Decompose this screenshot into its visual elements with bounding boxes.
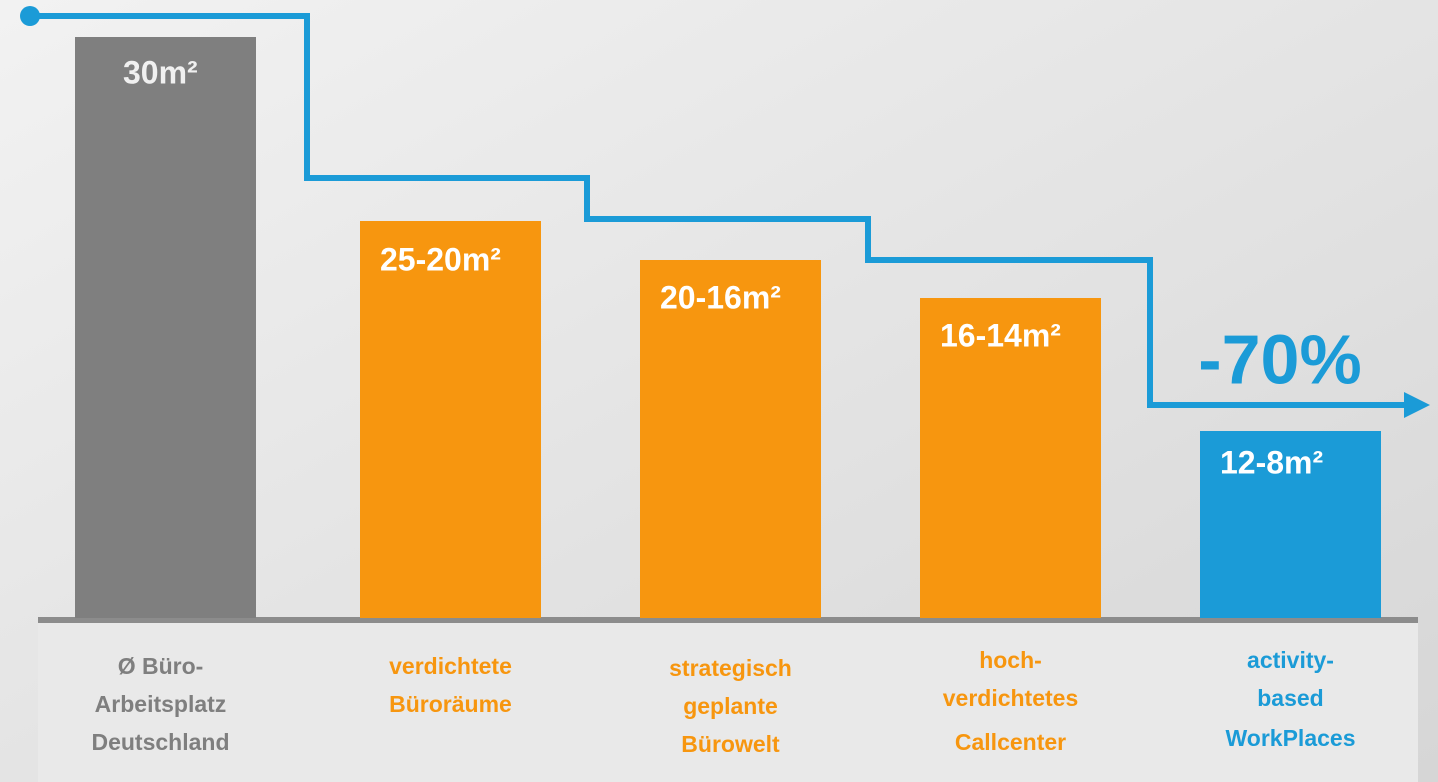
category-label: Callcenter <box>955 729 1066 755</box>
category-label: geplante <box>683 693 778 719</box>
bar <box>360 221 541 618</box>
diagram: 30m² Ø Büro- Arbeitsplatz Deutschland 25-20m… <box>0 0 1438 782</box>
category-label: hoch- <box>979 647 1042 673</box>
category-label: Büroräume <box>389 691 512 717</box>
trend-start <box>20 6 40 26</box>
category-label: WorkPlaces <box>1226 725 1356 751</box>
category-label: based <box>1257 685 1323 711</box>
category-label: activity- <box>1247 647 1334 673</box>
category-label: verdichtetes <box>943 685 1079 711</box>
bar-label: 25-20m² <box>380 241 501 277</box>
category-label: strategisch <box>669 655 792 681</box>
category-label: Ø Büro- <box>118 653 204 679</box>
category-label: Arbeitsplatz <box>95 691 227 717</box>
reduction-annotation: -70% <box>1198 320 1361 398</box>
bar-label: 12-8m² <box>1220 444 1323 480</box>
bar-label: 16-14m² <box>940 317 1061 353</box>
category-label: Bürowelt <box>681 731 780 757</box>
bar <box>75 37 256 618</box>
category-label: verdichtete <box>389 653 512 679</box>
bar-label: 30m² <box>123 54 198 90</box>
category-label: Deutschland <box>91 729 229 755</box>
page: 30m² Ø Büro- Arbeitsplatz Deutschland 25-20m… <box>0 0 1438 782</box>
bar-label: 20-16m² <box>660 279 781 315</box>
